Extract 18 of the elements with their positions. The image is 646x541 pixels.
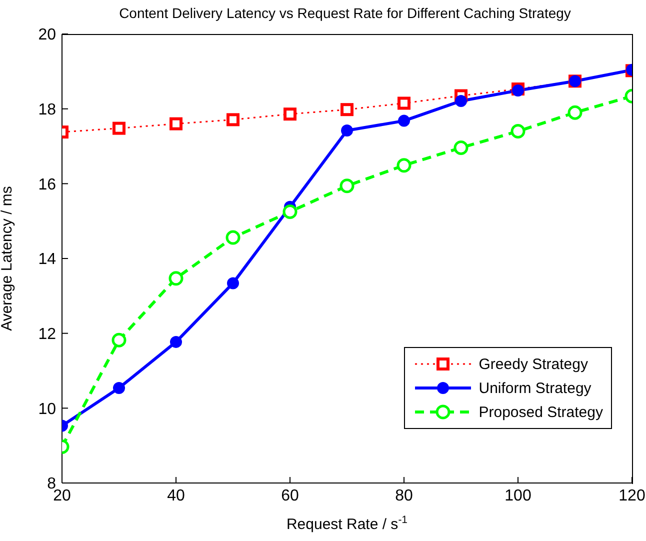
x-tick-label: 40 <box>167 487 185 504</box>
y-tick-label: 16 <box>38 176 56 194</box>
x-tick-label: 60 <box>281 487 299 504</box>
x-tick-label: 80 <box>395 487 413 504</box>
legend-label: Proposed Strategy <box>478 404 603 420</box>
y-tick-label: 12 <box>38 326 56 344</box>
x-tick-label: 100 <box>504 487 532 504</box>
y-tick-label: 10 <box>38 400 56 418</box>
y-axis-title: Average Latency / ms <box>0 186 16 331</box>
y-tick-label: 20 <box>38 26 56 44</box>
legend-label: Uniform Strategy <box>478 380 592 396</box>
x-tick-label: 20 <box>53 487 71 504</box>
legend-label: Greedy Strategy <box>478 356 588 372</box>
y-tick-label: 18 <box>38 102 56 119</box>
y-tick-label: 14 <box>38 251 56 268</box>
x-axis-title: Request Rate / s$^{-1}$ <box>286 514 408 533</box>
chart-title: Content Delivery Latency vs Request Rate for Different Caching Strategy <box>119 5 571 21</box>
x-tick-label: 120 <box>618 487 646 504</box>
